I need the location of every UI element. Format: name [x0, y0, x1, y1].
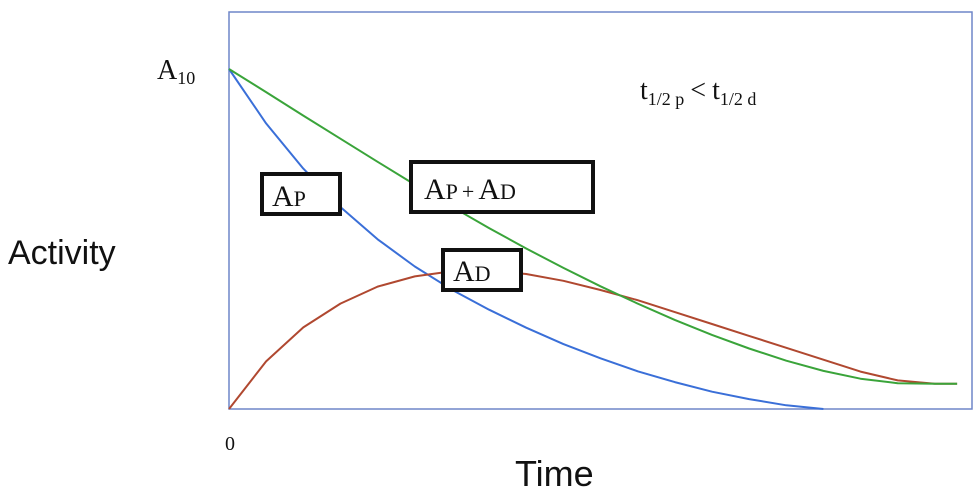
x-tick-label: 0 [225, 433, 235, 455]
series-label-ad: AD [441, 248, 523, 292]
series-label-ad-text: AD [453, 255, 491, 288]
y-tick-label: A10 [157, 55, 195, 88]
plot-frame [228, 11, 973, 410]
series-label-ap-ad-text: AP + AD [424, 173, 516, 206]
series-label-ap-ad: AP + AD [409, 160, 595, 214]
half-life-condition: t1/2 p < t1/2 d [640, 75, 756, 109]
y-axis-label: Activity [8, 234, 116, 272]
series-label-ap: AP [260, 172, 342, 216]
series-label-ap-text: AP [272, 180, 306, 213]
series-label-ap-box [260, 172, 342, 216]
series-label-ad-box [441, 248, 523, 292]
series-line-ad [228, 269, 958, 410]
series-line-ap-ad [228, 68, 958, 385]
x-axis-label: Time [515, 453, 594, 492]
series-label-ap-ad-box [409, 160, 595, 214]
